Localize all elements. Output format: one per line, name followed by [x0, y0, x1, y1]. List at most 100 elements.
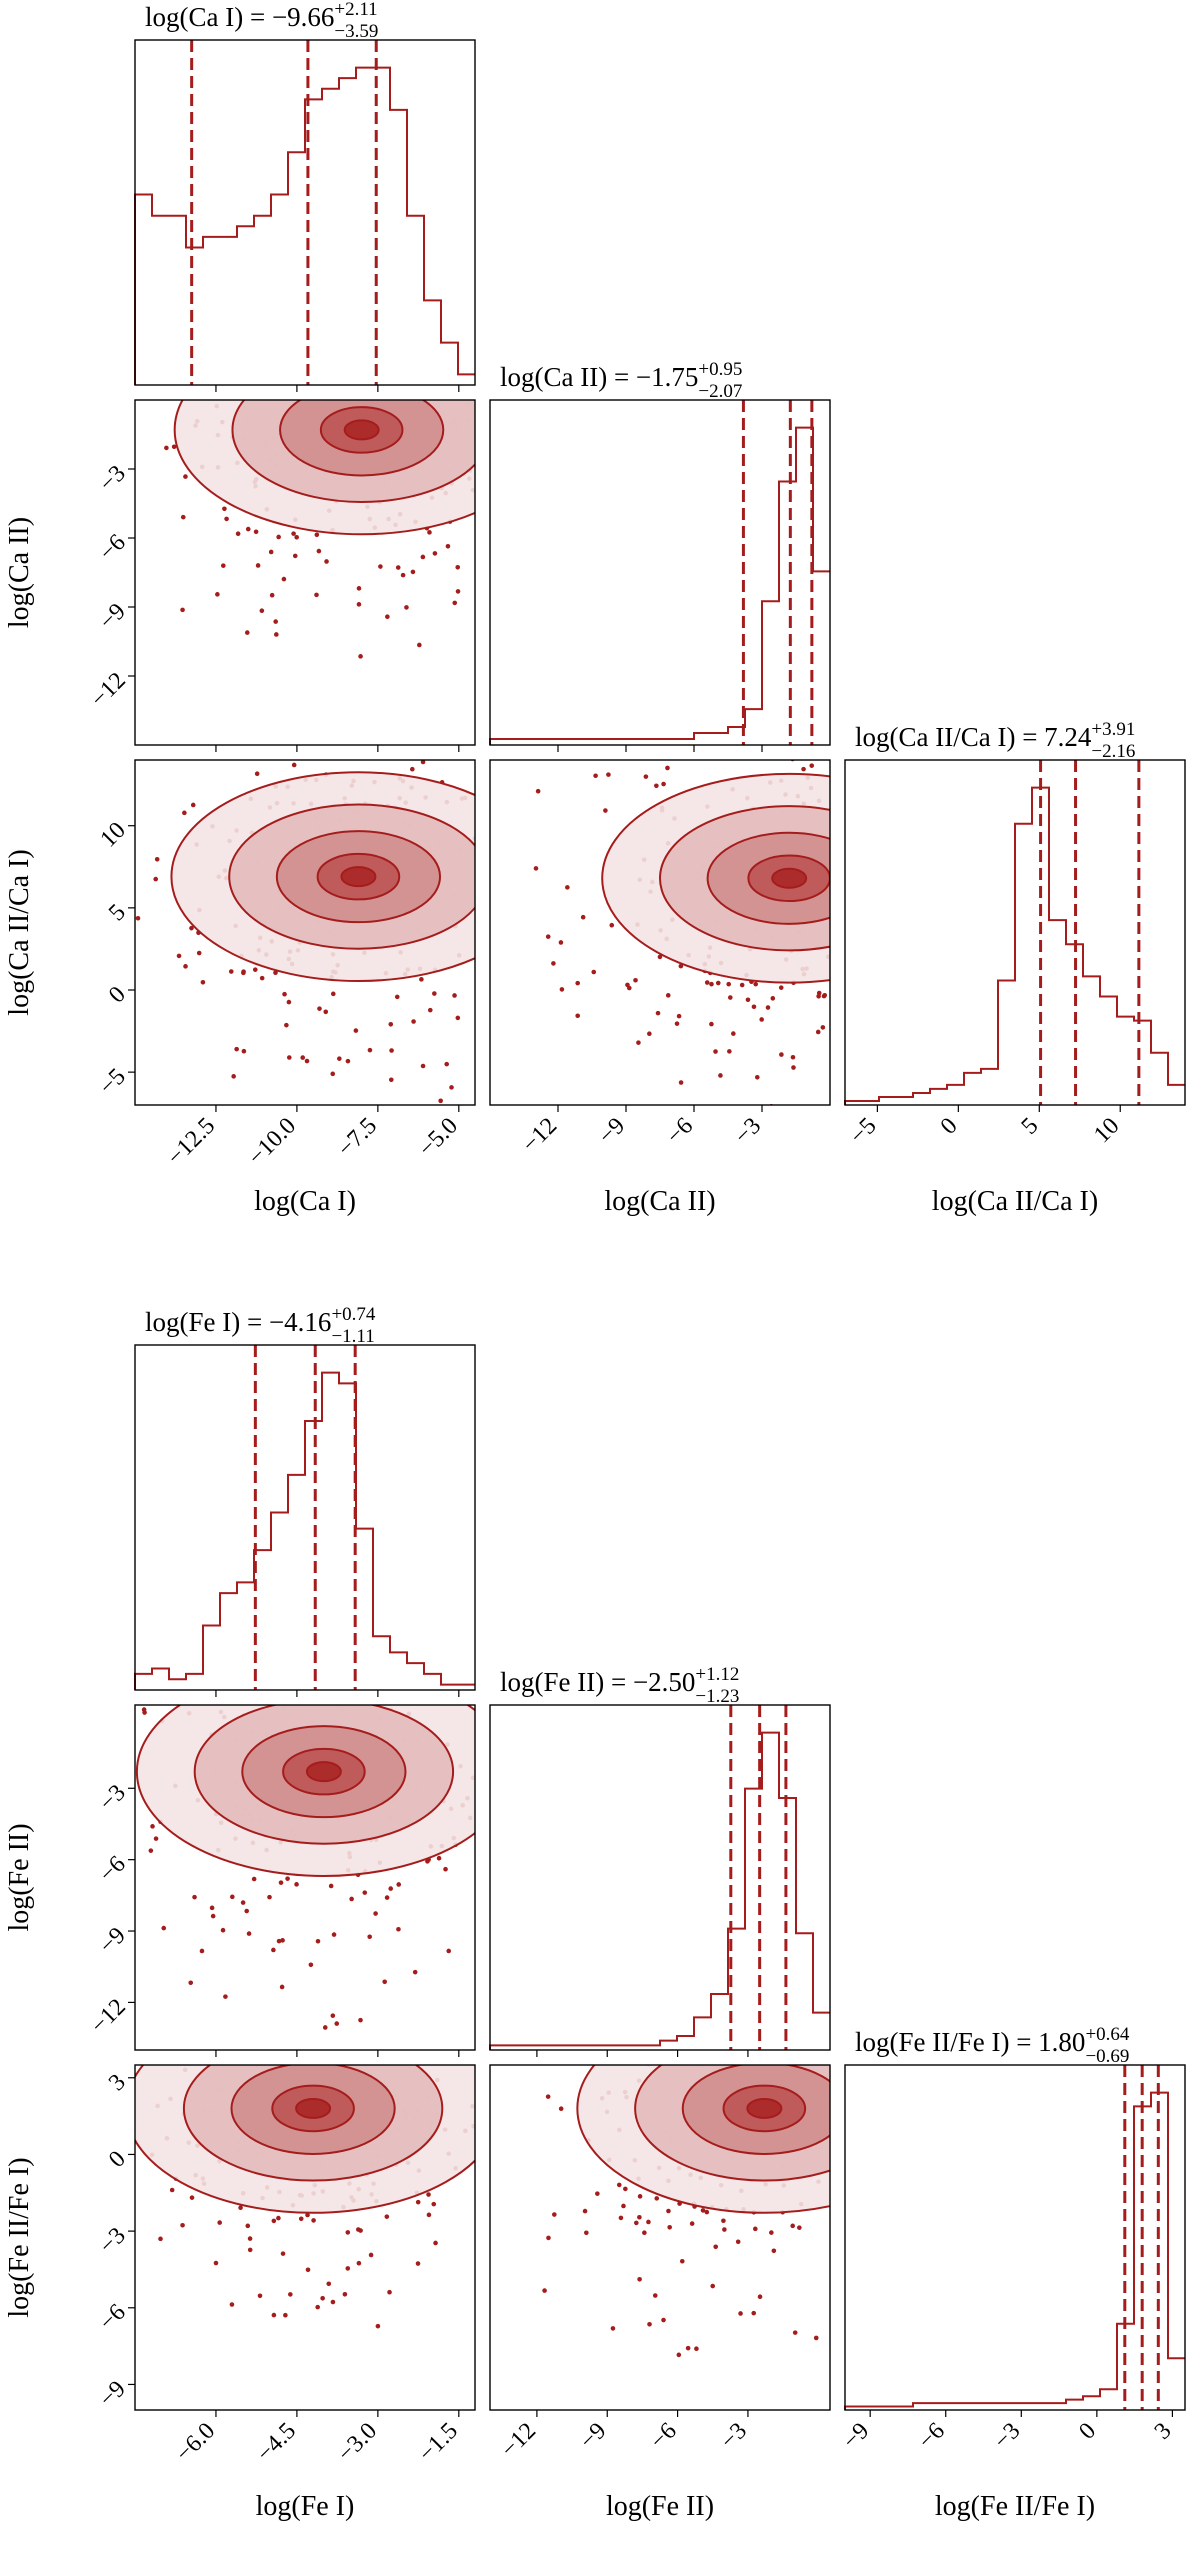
- scatter-point: [735, 2239, 741, 2245]
- scatter-point: [883, 816, 888, 821]
- y-tick-label: −3: [94, 2223, 130, 2259]
- scatter-point: [768, 2017, 773, 2022]
- scatter-point: [864, 2137, 869, 2142]
- scatter-point: [271, 2218, 277, 2224]
- scatter-point: [522, 2026, 527, 2031]
- histogram-step: [134, 66, 475, 385]
- y-tick-label: −9: [94, 2376, 130, 2412]
- x-axis-label: log(Ca II): [604, 1186, 715, 1217]
- scatter-point: [771, 1981, 776, 1986]
- density-contour: [340, 866, 377, 888]
- scatter-point: [856, 1064, 861, 1069]
- density-contour: [231, 400, 475, 503]
- x-tick-label: −6.0: [171, 2418, 220, 2467]
- scatter-point: [684, 1918, 689, 1923]
- scatter-point: [842, 1990, 847, 1995]
- scatter-point: [984, 801, 989, 806]
- scatter-point: [247, 1662, 252, 1667]
- scatter-point: [710, 2283, 716, 2289]
- scatter-point: [790, 1054, 796, 1060]
- scatter-point: [534, 656, 539, 661]
- density-contour: [634, 2065, 830, 2182]
- scatter-point: [263, 1660, 268, 1665]
- scatter-point: [580, 914, 586, 920]
- scatter-point: [518, 458, 523, 463]
- scatter-point: [953, 858, 958, 863]
- scatter-point: [388, 1886, 394, 1891]
- scatter-point: [879, 2017, 884, 2022]
- scatter-point: [278, 1880, 284, 1885]
- scatter-point: [652, 2040, 657, 2045]
- x-tick-label: −5.0: [414, 1113, 463, 1162]
- scatter-point: [395, 565, 401, 570]
- scatter-point: [165, 1630, 170, 1635]
- scatter-point: [418, 1586, 423, 1591]
- scatter-point: [410, 766, 415, 772]
- scatter-point: [661, 2317, 666, 2323]
- scatter-point: [267, 1894, 272, 1900]
- scatter-point: [169, 2187, 175, 2193]
- scatter-point: [298, 2216, 304, 2222]
- scatter-point: [345, 2266, 351, 2271]
- scatter-point: [183, 474, 188, 479]
- scatter-point: [386, 384, 391, 389]
- scatter-point: [851, 763, 856, 768]
- scatter-point: [223, 1698, 228, 1703]
- scatter-point: [482, 368, 487, 373]
- scatter-point: [162, 1684, 167, 1689]
- scatter-point: [426, 2192, 431, 2197]
- scatter-point: [393, 729, 398, 734]
- scatter-point: [717, 708, 722, 713]
- density-contour: [771, 867, 808, 889]
- scatter-point: [934, 1035, 939, 1040]
- scatter-point: [251, 1978, 256, 1983]
- scatter-point: [187, 1657, 192, 1662]
- scatter-point: [666, 2208, 671, 2214]
- scatter-point: [704, 2209, 710, 2215]
- scatter-point: [763, 747, 768, 752]
- scatter-point: [1034, 876, 1039, 881]
- scatter-point: [217, 2220, 222, 2225]
- scatter-point: [216, 297, 221, 302]
- scatter-point: [271, 267, 276, 272]
- scatter-point: [80, 2104, 85, 2109]
- scatter-point: [934, 926, 939, 931]
- scatter-panel: −6.0 −4.5 −3.0 −1.5 −9 −6 −3 0 3: [80, 1977, 527, 2467]
- scatter-point: [745, 997, 751, 1003]
- scatter-point: [264, 1977, 269, 1982]
- scatter-point: [514, 499, 519, 504]
- scatter-point: [887, 2215, 892, 2220]
- scatter-point: [858, 2097, 863, 2102]
- scatter-point: [509, 667, 514, 672]
- scatter-point: [901, 944, 906, 949]
- scatter-point: [885, 2308, 890, 2313]
- scatter-point: [251, 1876, 257, 1882]
- scatter-point: [433, 1700, 438, 1705]
- scatter-point: [284, 1022, 289, 1028]
- scatter-point: [879, 885, 884, 890]
- density-contour: [275, 830, 442, 924]
- scatter-point: [662, 1972, 667, 1977]
- scatter-point: [443, 1866, 448, 1872]
- scatter-point: [670, 1973, 675, 1978]
- scatter-point: [429, 348, 434, 353]
- y-tick-label: −6: [94, 2299, 130, 2335]
- scatter-point: [276, 1938, 282, 1944]
- scatter-point: [819, 2054, 824, 2059]
- scatter-point: [496, 423, 501, 428]
- scatter-point: [157, 2009, 162, 2014]
- scatter-point: [318, 375, 323, 380]
- scatter-point: [445, 543, 451, 549]
- scatter-point: [582, 2208, 588, 2214]
- scatter-point: [970, 1054, 975, 1059]
- scatter-point: [904, 2136, 909, 2141]
- scatter-point: [251, 364, 256, 369]
- scatter-point: [559, 987, 565, 992]
- scatter-point: [239, 1540, 244, 1545]
- scatter-point: [388, 1077, 394, 1083]
- scatter-point: [545, 2094, 551, 2099]
- scatter-point: [847, 980, 852, 985]
- scatter-point: [751, 1004, 757, 1010]
- scatter-point: [962, 2256, 967, 2261]
